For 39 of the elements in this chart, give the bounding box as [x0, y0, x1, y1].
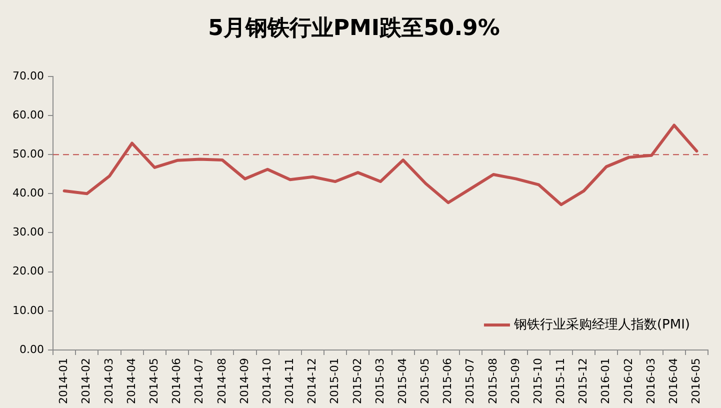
chart-title: 5月钢铁行业PMI跌至50.9%: [208, 16, 500, 41]
y-tick-label: 0.00: [20, 342, 44, 356]
legend-label: 钢铁行业采购经理人指数(PMI): [512, 317, 690, 332]
x-tick-label: 2015-09: [508, 358, 522, 404]
x-tick-label: 2016-04: [666, 358, 680, 404]
x-tick-label: 2015-11: [554, 358, 568, 404]
x-tick-label: 2014-06: [170, 358, 184, 404]
y-tick-label: 30.00: [12, 226, 44, 239]
x-tick-label: 2014-04: [124, 358, 138, 404]
x-tick-label: 2014-08: [215, 358, 228, 404]
x-tick-label: 2014-05: [147, 358, 160, 404]
x-tick-label: 2014-01: [57, 358, 70, 404]
x-tick-label: 2015-05: [418, 358, 432, 404]
x-tick-label: 2016-05: [690, 358, 703, 404]
x-tick-label: 2014-10: [260, 358, 274, 404]
x-tick-label: 2016-03: [644, 358, 658, 404]
x-tick-label: 2015-06: [441, 358, 454, 404]
x-tick-label: 2016-02: [622, 358, 635, 404]
x-tick-label: 2014-09: [238, 358, 251, 404]
y-tick-label: 20.00: [12, 264, 44, 278]
x-tick-label: 2014-12: [306, 358, 319, 404]
x-tick-label: 2015-01: [328, 358, 342, 404]
x-tick-label: 2016-01: [599, 358, 612, 404]
x-tick-label: 2015-10: [531, 358, 544, 404]
x-tick-label: 2015-02: [350, 358, 364, 404]
x-tick-label: 2015-07: [464, 358, 477, 404]
x-tick-label: 2014-07: [192, 358, 206, 404]
x-tick-label: 2015-08: [486, 358, 500, 404]
y-tick-label: 40.00: [12, 186, 44, 200]
y-tick-label: 60.00: [12, 108, 44, 122]
x-tick-label: 2014-11: [283, 358, 296, 404]
y-tick-label: 10.00: [12, 304, 44, 317]
x-tick-label: 2015-03: [373, 358, 386, 404]
x-tick-label: 2014-03: [102, 358, 116, 404]
y-tick-label: 50.00: [12, 147, 44, 160]
x-tick-label: 2015-12: [576, 358, 590, 404]
y-tick-label: 70.00: [12, 69, 44, 82]
x-tick-label: 2014-02: [80, 358, 93, 404]
x-tick-label: 2015-04: [396, 358, 409, 404]
